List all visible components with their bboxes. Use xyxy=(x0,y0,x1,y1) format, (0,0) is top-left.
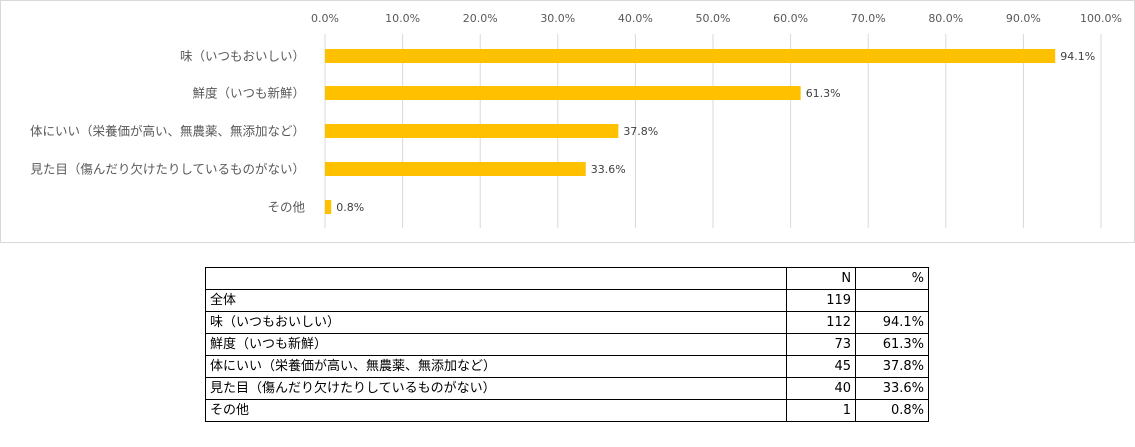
table-cell-pct: 33.6% xyxy=(855,377,929,400)
data-table: N % 全体 119 味（いつもおいしい） 112 94.1% 鮮度（いつも新鮮… xyxy=(204,267,929,422)
category-label: その他 xyxy=(267,200,305,215)
x-tick-label: 10.0% xyxy=(385,12,420,25)
data-label: 61.3% xyxy=(806,87,841,100)
table-header-row: N % xyxy=(204,267,929,290)
table-row: 味（いつもおいしい） 112 94.1% xyxy=(204,311,929,334)
table-cell-label: 見た目（傷んだり欠けたりしているものがない） xyxy=(204,377,788,400)
x-tick-label: 30.0% xyxy=(540,12,575,25)
category-label: 味（いつもおいしい） xyxy=(180,49,305,64)
table-cell-label: その他 xyxy=(204,399,788,422)
category-label: 鮮度（いつも新鮮） xyxy=(192,86,305,101)
table-row: 全体 119 xyxy=(204,289,929,312)
data-label: 37.8% xyxy=(623,125,658,138)
bar xyxy=(325,86,801,100)
bar xyxy=(325,124,619,138)
table-row: 見た目（傷んだり欠けたりしているものがない） 40 33.6% xyxy=(204,377,929,400)
x-tick-label: 90.0% xyxy=(1006,12,1041,25)
x-tick-label: 60.0% xyxy=(773,12,808,25)
data-label: 0.8% xyxy=(336,201,364,214)
x-tick-label: 0.0% xyxy=(311,12,339,25)
table-cell-n: 119 xyxy=(786,289,857,312)
chart-frame: 0.0% 10.0% 20.0% 30.0% 40.0% 50.0% 60.0% 70.0% 8… xyxy=(0,0,1135,243)
data-label: 94.1% xyxy=(1060,50,1095,63)
table-cell-n: 112 xyxy=(786,311,857,334)
x-tick-label: 20.0% xyxy=(463,12,498,25)
table-row: 鮮度（いつも新鮮） 73 61.3% xyxy=(204,333,929,356)
category-label: 体にいい（栄養価が高い、無農薬、無添加など） xyxy=(30,124,305,139)
bar xyxy=(325,162,586,176)
table-cell-n: 40 xyxy=(786,377,857,400)
table-cell-pct xyxy=(855,289,929,312)
table-cell-n: 1 xyxy=(786,399,857,422)
table-cell-pct: 94.1% xyxy=(855,311,929,334)
x-tick-label: 80.0% xyxy=(928,12,963,25)
bar xyxy=(325,49,1056,63)
bar xyxy=(325,200,332,214)
x-tick-label: 100.0% xyxy=(1080,12,1122,25)
table-cell-pct: 0.8% xyxy=(855,399,929,422)
category-label: 見た目（傷んだり欠けたりしているものがない） xyxy=(30,162,305,177)
x-tick-label: 40.0% xyxy=(618,12,653,25)
data-label: 33.6% xyxy=(591,163,626,176)
table-header-n: N xyxy=(786,267,857,290)
x-tick-label: 70.0% xyxy=(851,12,886,25)
bar-chart: 0.0% 10.0% 20.0% 30.0% 40.0% 50.0% 60.0% 70.0% 8… xyxy=(30,12,1122,228)
table-cell-n: 45 xyxy=(786,355,857,378)
table-header-pct: % xyxy=(855,267,929,290)
table-row: 体にいい（栄養価が高い、無農薬、無添加など） 45 37.8% xyxy=(204,355,929,378)
table-header-label xyxy=(204,267,788,290)
table-cell-label: 全体 xyxy=(204,289,788,312)
table-cell-label: 味（いつもおいしい） xyxy=(204,311,788,334)
table-cell-n: 73 xyxy=(786,333,857,356)
table-cell-label: 体にいい（栄養価が高い、無農薬、無添加など） xyxy=(204,355,788,378)
table-cell-pct: 61.3% xyxy=(855,333,929,356)
table-cell-label: 鮮度（いつも新鮮） xyxy=(204,333,788,356)
x-tick-label: 50.0% xyxy=(696,12,731,25)
table-cell-pct: 37.8% xyxy=(855,355,929,378)
table-row: その他 1 0.8% xyxy=(204,399,929,422)
